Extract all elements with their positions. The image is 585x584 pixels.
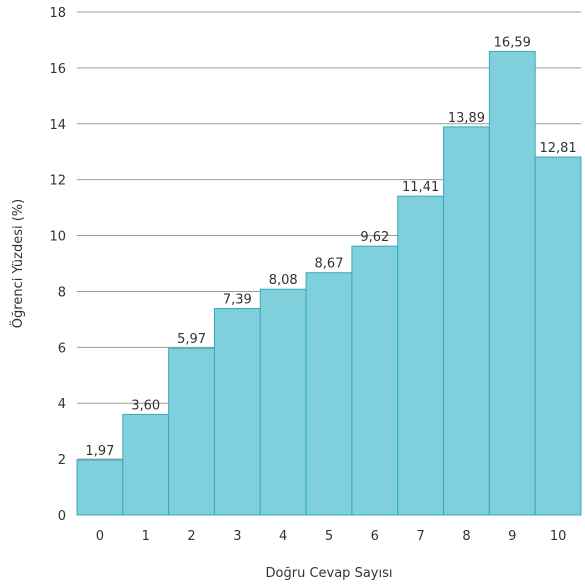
- y-tick-label: 0: [58, 509, 66, 524]
- x-tick-label: 3: [233, 529, 241, 544]
- x-tick-label: 5: [325, 529, 333, 544]
- x-tick-label: 10: [550, 529, 567, 544]
- data-label: 8,67: [315, 257, 344, 272]
- y-tick-label: 14: [49, 118, 66, 133]
- x-tick-label: 6: [371, 529, 379, 544]
- data-label: 12,81: [539, 141, 576, 156]
- x-tick-label: 1: [142, 529, 150, 544]
- bar: [534, 156, 582, 516]
- data-label: 1,97: [85, 444, 114, 459]
- bar: [397, 195, 445, 516]
- data-label: 3,60: [131, 398, 160, 413]
- bar: [213, 307, 261, 516]
- x-tick-label: 7: [416, 529, 424, 544]
- x-tick-label: 9: [508, 529, 516, 544]
- data-label: 9,62: [360, 230, 389, 245]
- data-labels: 1,97 3,60 5,97 7,39 8,08 8,67 9,62 11,41 13,89 16…: [85, 35, 576, 459]
- bar: [351, 245, 399, 516]
- data-label: 8,08: [269, 273, 298, 288]
- bar: [76, 459, 124, 516]
- bars: [76, 50, 582, 516]
- bar: [488, 50, 536, 516]
- y-tick-label: 10: [49, 230, 66, 245]
- data-label: 7,39: [223, 292, 252, 307]
- bar: [443, 126, 490, 516]
- x-tick-label: 2: [187, 529, 195, 544]
- y-tick-label: 4: [58, 397, 66, 412]
- x-tick-label: 8: [462, 529, 470, 544]
- x-axis-ticks: 0 1 2 3 4 5 6 7 8 9 10: [96, 529, 567, 544]
- y-tick-label: 16: [49, 62, 66, 77]
- data-label: 11,41: [402, 180, 439, 195]
- y-tick-label: 2: [58, 453, 66, 468]
- bar: [305, 272, 353, 516]
- y-tick-label: 18: [49, 6, 66, 21]
- y-tick-label: 8: [58, 285, 66, 300]
- y-axis-ticks: 0 2 4 6 8 10 12 14 16 18: [49, 6, 66, 524]
- y-tick-label: 6: [58, 341, 66, 356]
- x-axis-title: Doğru Cevap Sayısı: [266, 566, 393, 581]
- data-label: 16,59: [494, 35, 531, 50]
- y-tick-label: 12: [49, 174, 66, 189]
- data-label: 5,97: [177, 332, 206, 347]
- bar: [168, 347, 215, 516]
- bar: [122, 413, 170, 516]
- x-tick-label: 4: [279, 529, 287, 544]
- data-label: 13,89: [448, 111, 485, 126]
- bar: [259, 288, 307, 516]
- x-tick-label: 0: [96, 529, 104, 544]
- y-axis-title: Öğrenci Yüzdesi (%): [9, 199, 26, 328]
